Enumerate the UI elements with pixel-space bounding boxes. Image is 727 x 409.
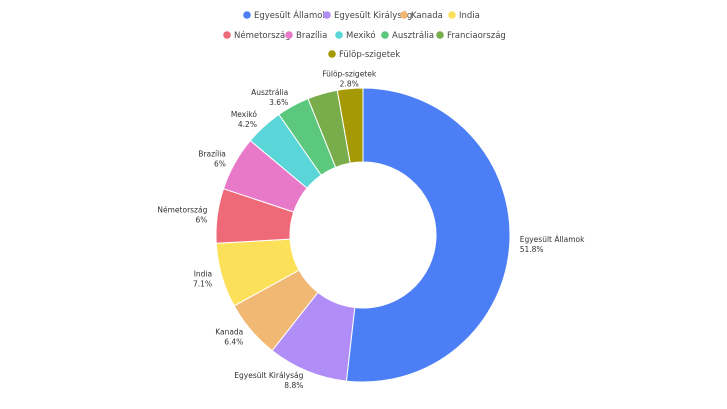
slice-label-value: 6% [214,160,226,169]
legend-item-kanada[interactable]: Kanada [400,11,443,21]
legend-label: Brazília [296,31,327,41]
slice-fulop-szigetek[interactable] [336,87,364,164]
legend-item-mexiko[interactable]: Mexikó [335,30,376,41]
legend-item-ausztralia[interactable]: Ausztrália [381,31,434,41]
legend-item-india[interactable]: India [448,11,480,21]
slice-label-value: 8.8% [284,381,303,390]
legend-item-brazilia[interactable]: Brazília [285,31,327,41]
slice-label-name: India [194,269,212,278]
slice-label-name: Fülöp-szigetek [322,70,377,79]
legend-item-franciaorszag[interactable]: Franciaország [436,31,506,41]
slice-label-name: Mexikó [231,110,258,119]
legend-swatch [243,11,251,19]
legend-item-egyesult-kiralysag[interactable]: Egyesült Királyság [323,11,412,21]
legend-item-nemetorszag[interactable]: Németország [223,30,291,41]
legend-label: Ausztrália [392,31,434,41]
legend-label: India [459,11,480,21]
legend-swatch [381,31,389,39]
legend-label: Egyesült Államok [254,9,327,21]
slice-label-name: Ausztrália [251,88,288,97]
legend-label: Egyesült Királyság [334,11,412,21]
slice-label-value: 6.4% [224,338,243,347]
slice-label-value: 3.6% [269,98,288,107]
legend-label: Kanada [411,11,443,21]
slice-label-name: Egyesült Államok [520,235,585,244]
legend-swatch [328,50,336,58]
slice-label-name: Kanada [215,328,243,337]
slice-label-name: Németország [157,205,207,214]
slice-egyesult-allamok[interactable] [345,87,511,383]
legend-item-egyesult-allamok[interactable]: Egyesült Államok [243,9,327,21]
legend-label: Fülöp-szigetek [339,50,400,60]
legend-swatch [448,11,456,19]
slice-label-value: 7.1% [193,279,212,288]
legend-swatch [323,11,331,19]
slice-label-value: 2.8% [340,80,359,89]
slice-label-value: 51.8% [520,245,544,254]
legend-swatch [400,11,408,19]
legend-label: Mexikó [346,30,376,41]
legend: Egyesült Államok Egyesült KirályságKanada… [223,9,506,60]
legend-swatch [285,31,293,39]
slice-label-name: Brazília [198,150,226,159]
legend-swatch [436,31,444,39]
slice-label-value: 6% [195,215,207,224]
slices [215,87,511,383]
legend-label: Németország [234,30,291,41]
legend-swatch [223,31,231,39]
legend-swatch [335,31,343,39]
legend-item-fulop-szigetek[interactable]: Fülöp-szigetek [328,50,400,60]
legend-label: Franciaország [447,31,506,41]
slice-label-value: 4.2% [238,120,257,129]
slice-label-name: Egyesült Királyság [234,371,303,380]
